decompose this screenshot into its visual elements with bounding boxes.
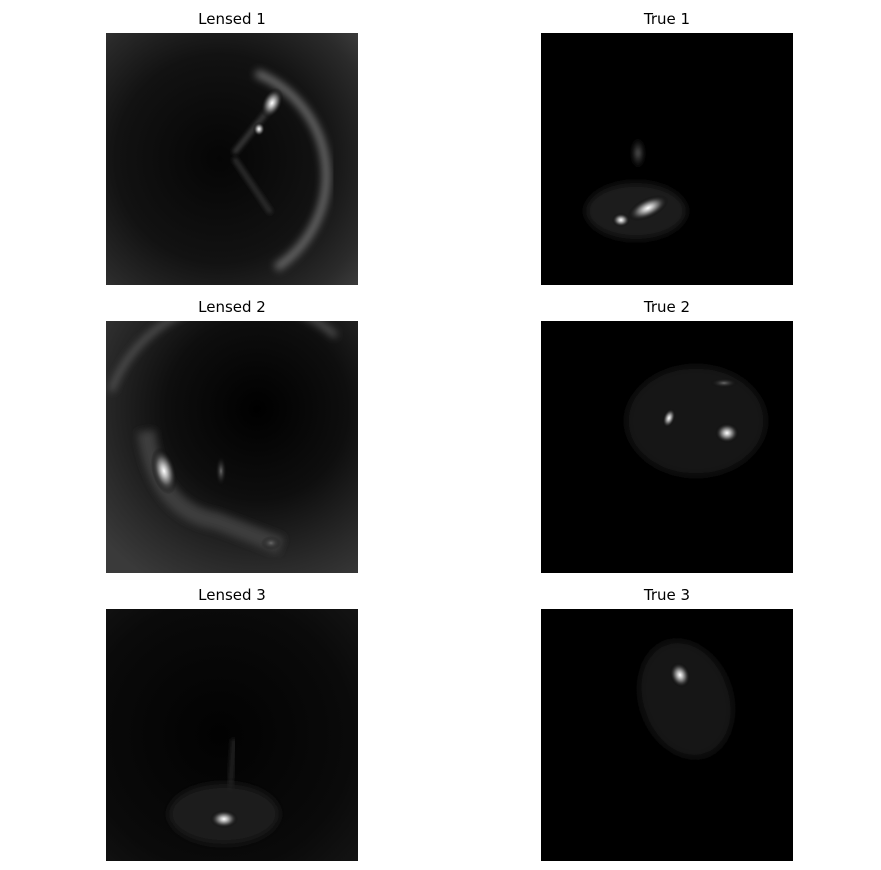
panel-title-true-3: True 3 — [643, 586, 691, 604]
true-image-3 — [541, 609, 793, 861]
lensed-image-1 — [106, 33, 358, 285]
panel-title-lensed-1: Lensed 1 — [198, 10, 266, 28]
panel-title-true-2: True 2 — [643, 298, 691, 316]
panel-title-lensed-2: Lensed 2 — [198, 298, 266, 316]
lensed-image-2 — [106, 321, 358, 573]
panel-title-lensed-3: Lensed 3 — [198, 586, 266, 604]
lensed-image-3 — [106, 609, 358, 861]
panel-title-true-1: True 1 — [643, 10, 691, 28]
true-image-1 — [541, 33, 793, 285]
true-image-2 — [541, 321, 793, 573]
